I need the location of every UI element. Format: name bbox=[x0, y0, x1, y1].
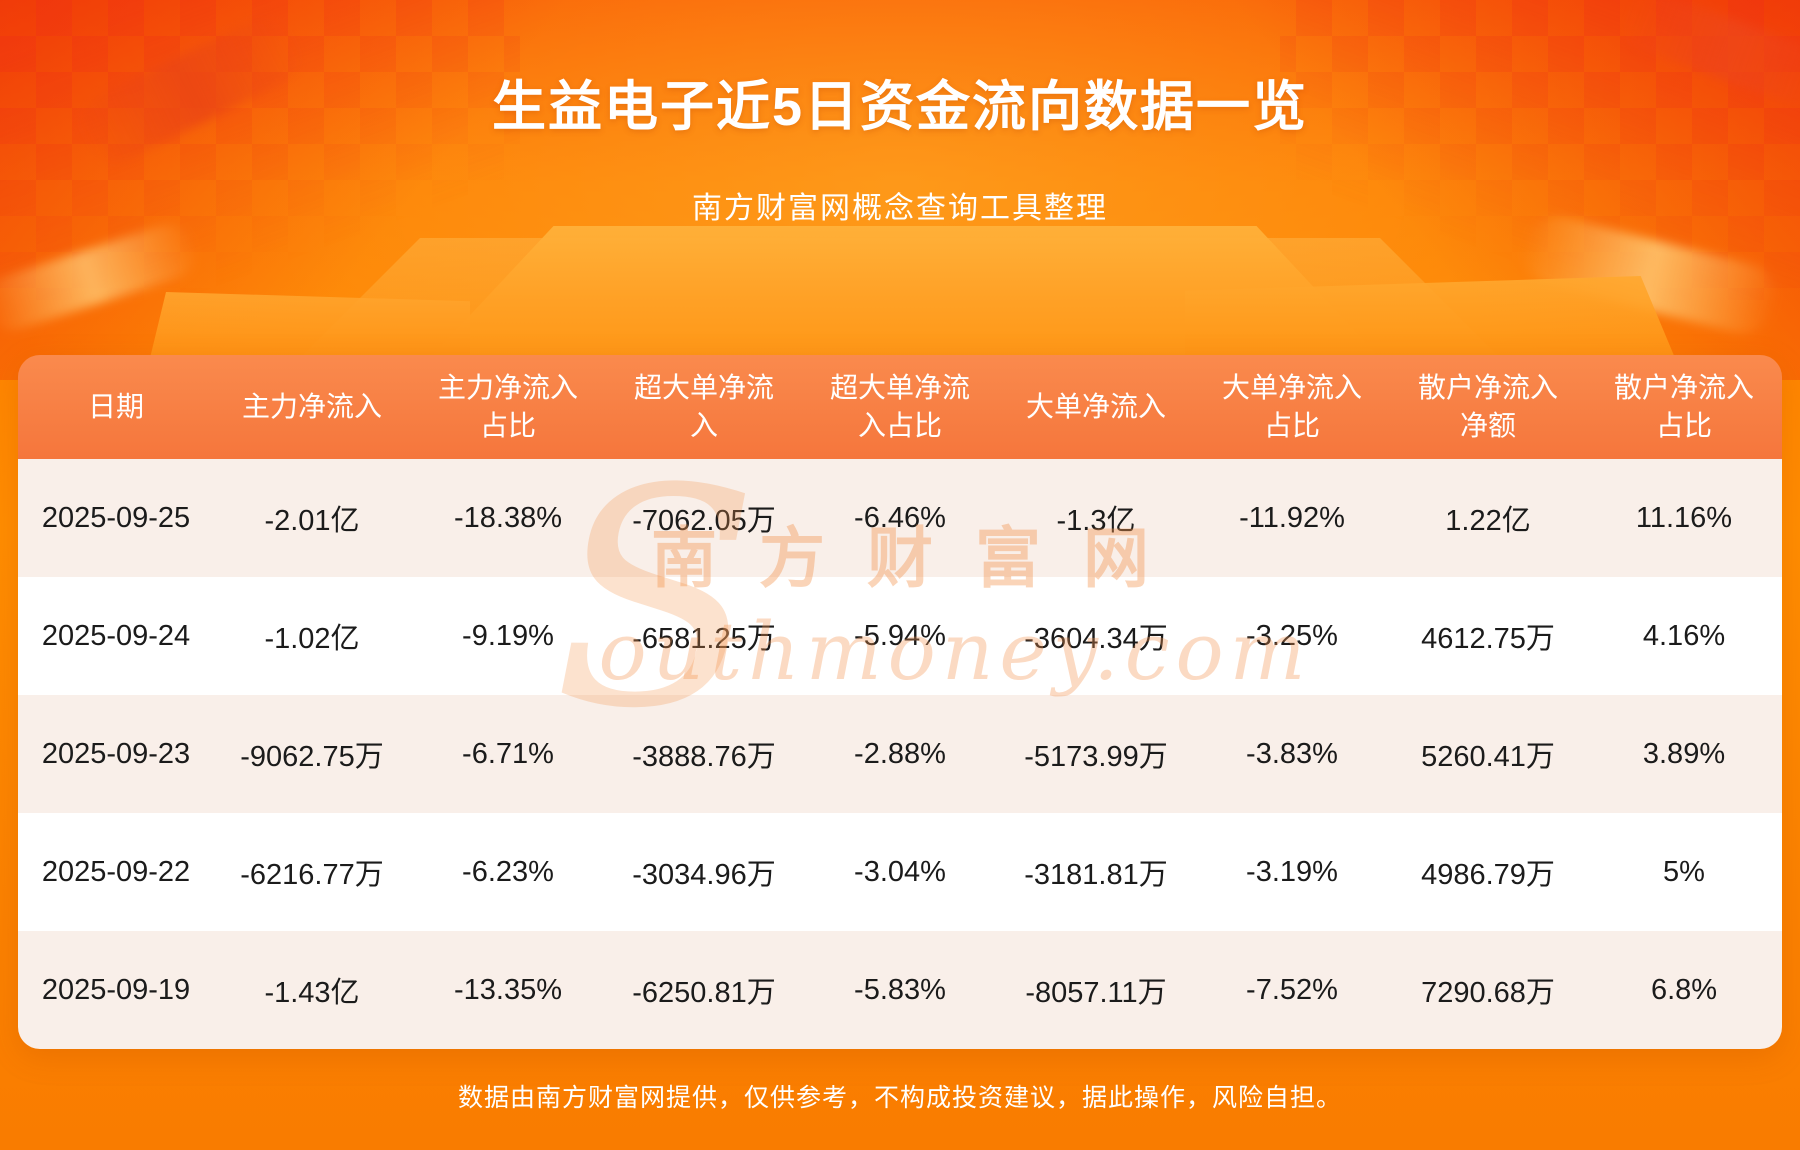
value-cell: -7062.05万 bbox=[632, 505, 776, 537]
podium-back-platform bbox=[300, 238, 1500, 358]
column-header-0: 日期 bbox=[18, 355, 214, 459]
table-row: 2025-09-23 -9062.75万 -6.71% -3888.76万 -2.88%… bbox=[18, 695, 1782, 813]
value-cell: -1.43亿 bbox=[264, 977, 360, 1009]
value-cell: -18.38% bbox=[453, 501, 562, 534]
date-cell: 2025-09-22 bbox=[41, 855, 191, 888]
value-cell: -9062.75万 bbox=[240, 741, 384, 773]
column-header-2: 主力净流入占比 bbox=[410, 355, 606, 459]
fund-flow-table-card: S 南方财富网 outhmoney.com 日期 主力净流入 主力净流入占比 超大单净… bbox=[18, 355, 1782, 1049]
podium-center-platform bbox=[430, 226, 1380, 358]
value-cell: 3.89% bbox=[1642, 737, 1726, 770]
value-cell: 4986.79万 bbox=[1421, 859, 1555, 891]
value-cell: -2.01亿 bbox=[264, 505, 360, 537]
value-cell: -1.3亿 bbox=[1056, 505, 1136, 537]
value-cell: -6.46% bbox=[854, 501, 946, 534]
value-cell: -6.71% bbox=[462, 737, 554, 770]
table-row: 2025-09-25 -2.01亿 -18.38% -7062.05万 -6.46% -1… bbox=[18, 459, 1782, 577]
value-cell: -6581.25万 bbox=[632, 623, 776, 655]
value-cell: -3034.96万 bbox=[632, 859, 776, 891]
value-cell: 5260.41万 bbox=[1421, 741, 1555, 773]
value-cell: 11.16% bbox=[1635, 501, 1733, 534]
light-streak bbox=[1515, 209, 1785, 341]
date-cell: 2025-09-19 bbox=[41, 973, 191, 1006]
podium-right-block bbox=[1185, 276, 1675, 358]
value-cell: 5% bbox=[1663, 855, 1705, 888]
value-cell: 4612.75万 bbox=[1421, 623, 1555, 655]
value-cell: -5.94% bbox=[854, 619, 946, 652]
disclaimer-text: 数据由南方财富网提供，仅供参考，不构成投资建议，据此操作，风险自担。 bbox=[457, 1084, 1342, 1112]
page-title: 生益电子近5日资金流向数据一览 bbox=[491, 77, 1309, 137]
table-row: 2025-09-22 -6216.77万 -6.23% -3034.96万 -3.04%… bbox=[18, 813, 1782, 931]
column-header-3: 超大单净流入 bbox=[606, 355, 802, 459]
value-cell: -2.88% bbox=[854, 737, 946, 770]
value-cell: -3.83% bbox=[1246, 737, 1338, 770]
column-header-8: 散户净流入占比 bbox=[1586, 355, 1782, 459]
value-cell: -7.52% bbox=[1246, 973, 1338, 1006]
table-row: 2025-09-19 -1.43亿 -13.35% -6250.81万 -5.83% -8… bbox=[18, 931, 1782, 1049]
value-cell: -5173.99万 bbox=[1024, 741, 1168, 773]
value-cell: -9.19% bbox=[462, 619, 554, 652]
table-body: 2025-09-25 -2.01亿 -18.38% -7062.05万 -6.46% -1… bbox=[18, 459, 1782, 1049]
value-cell: -1.02亿 bbox=[264, 623, 360, 655]
value-cell: 4.16% bbox=[1642, 619, 1726, 652]
fund-flow-table: 日期 主力净流入 主力净流入占比 超大单净流入 超大单净流入占比 大单净流入 大单净流入占比… bbox=[18, 355, 1782, 1049]
column-header-7: 散户净流入净额 bbox=[1390, 355, 1586, 459]
podium-left-block bbox=[150, 292, 470, 358]
value-cell: 6.8% bbox=[1650, 973, 1718, 1006]
column-header-4: 超大单净流入占比 bbox=[802, 355, 998, 459]
value-cell: -6250.81万 bbox=[632, 977, 776, 1009]
value-cell: -3.25% bbox=[1246, 619, 1338, 652]
value-cell: -8057.11万 bbox=[1025, 977, 1167, 1009]
date-cell: 2025-09-25 bbox=[41, 501, 191, 534]
value-cell: 1.22亿 bbox=[1445, 505, 1531, 537]
value-cell: -5.83% bbox=[854, 973, 946, 1006]
page-header: 生益电子近5日资金流向数据一览 南方财富网概念查询工具整理 bbox=[0, 0, 1800, 227]
table-header-row: 日期 主力净流入 主力净流入占比 超大单净流入 超大单净流入占比 大单净流入 大单净流入占比… bbox=[18, 355, 1782, 459]
column-header-1: 主力净流入 bbox=[214, 355, 410, 459]
table-head: 日期 主力净流入 主力净流入占比 超大单净流入 超大单净流入占比 大单净流入 大单净流入占比… bbox=[18, 355, 1782, 459]
column-header-6: 大单净流入占比 bbox=[1194, 355, 1390, 459]
light-streak bbox=[0, 217, 204, 338]
value-cell: -6.23% bbox=[462, 855, 554, 888]
date-cell: 2025-09-24 bbox=[41, 619, 191, 652]
column-header-5: 大单净流入 bbox=[998, 355, 1194, 459]
value-cell: -3181.81万 bbox=[1024, 859, 1168, 891]
date-cell: 2025-09-23 bbox=[41, 737, 191, 770]
table-row: 2025-09-24 -1.02亿 -9.19% -6581.25万 -5.94% -36… bbox=[18, 577, 1782, 695]
value-cell: -6216.77万 bbox=[240, 859, 384, 891]
value-cell: -3.19% bbox=[1246, 855, 1338, 888]
value-cell: -3604.34万 bbox=[1024, 623, 1168, 655]
value-cell: -11.92% bbox=[1239, 501, 1345, 534]
value-cell: -3888.76万 bbox=[632, 741, 776, 773]
value-cell: -3.04% bbox=[854, 855, 946, 888]
value-cell: -13.35% bbox=[453, 973, 562, 1006]
value-cell: 7290.68万 bbox=[1421, 977, 1555, 1009]
page-subtitle: 南方财富网概念查询工具整理 bbox=[692, 192, 1108, 225]
